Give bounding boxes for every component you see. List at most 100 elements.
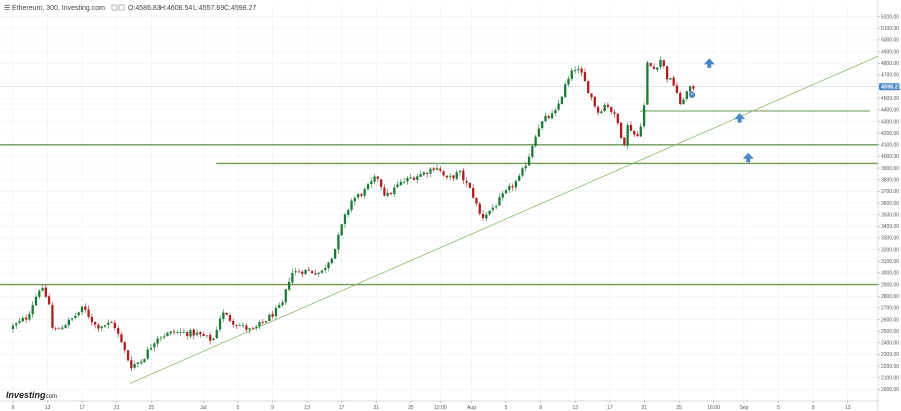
candle-body <box>639 126 642 137</box>
logo-name: Investing <box>6 390 46 400</box>
candle-body <box>518 175 521 181</box>
candle-body <box>74 315 77 319</box>
x-tick-label: 16:00 <box>707 405 720 411</box>
candle-body <box>416 176 419 180</box>
candle-body <box>383 187 386 196</box>
candle-body <box>54 328 57 330</box>
candle-body <box>307 269 310 271</box>
candle-body <box>18 320 21 323</box>
candle-body <box>452 175 455 179</box>
candle-body <box>603 104 606 112</box>
y-tick-label: 2500.00 <box>881 329 899 335</box>
candle-body <box>47 296 51 305</box>
candle-body <box>488 210 491 215</box>
y-tick-label: 3000.00 <box>881 271 899 277</box>
x-tick-label: 13 <box>572 405 578 411</box>
candle-body <box>146 349 149 359</box>
y-tick-label: 3500.00 <box>881 212 899 218</box>
candle-body <box>679 93 682 105</box>
candle-body <box>485 214 488 219</box>
x-tick-label: 25 <box>408 405 414 411</box>
trendline <box>129 55 879 384</box>
candle-body <box>659 59 662 68</box>
candle-body <box>169 331 172 334</box>
candle-body <box>324 268 327 271</box>
candle-body <box>343 214 347 224</box>
candle-body <box>619 122 623 138</box>
candle-body <box>419 174 422 177</box>
candle-body <box>212 338 215 341</box>
candle-body <box>610 107 613 112</box>
y-tick-label: 5100.00 <box>881 26 899 32</box>
y-tick-label: 3100.00 <box>881 259 899 265</box>
candle-body <box>656 67 659 70</box>
y-tick-label: 2600.00 <box>881 317 899 323</box>
legend-box-icon[interactable] <box>118 4 125 11</box>
candle-body <box>360 194 363 196</box>
candle-body <box>67 319 71 326</box>
candle-body <box>685 91 688 99</box>
candle-body <box>524 165 527 169</box>
candle-body <box>429 168 432 174</box>
candle-body <box>107 322 110 325</box>
candle-body <box>396 184 399 187</box>
legend-box-icon[interactable] <box>111 4 118 11</box>
candle-body <box>541 121 544 128</box>
candle-body <box>143 358 146 363</box>
candle-body <box>366 184 370 190</box>
candle-body <box>399 181 403 186</box>
candle-body <box>264 321 268 323</box>
y-tick-label: 2000.00 <box>881 387 899 393</box>
candle-body <box>117 328 120 334</box>
candle-body <box>28 313 31 320</box>
candle-body <box>251 327 255 329</box>
candle-body <box>179 332 182 333</box>
last-price-tag-label: 4598.27 <box>881 85 901 91</box>
candle-body <box>15 323 18 326</box>
y-tick-label: 4200.00 <box>881 131 899 137</box>
y-tick-label: 3600.00 <box>881 201 899 207</box>
y-tick-label: 3700.00 <box>881 189 899 195</box>
candle-body <box>24 317 28 320</box>
hamburger-icon[interactable]: ☰ <box>4 5 10 12</box>
x-tick-label: 17 <box>79 405 85 411</box>
candle-body <box>527 156 531 166</box>
candle-body <box>90 316 94 323</box>
y-tick-label: 2900.00 <box>881 282 899 288</box>
candle-body <box>278 305 281 308</box>
candle-body <box>449 175 452 177</box>
candle-body <box>297 271 301 273</box>
candle-body <box>422 172 426 175</box>
ohlc-close: C:4598.27 <box>224 5 256 12</box>
candle-body <box>642 105 646 127</box>
candle-body <box>389 193 393 194</box>
ohlc-high: H:4606.54 <box>160 5 192 12</box>
candle-body <box>205 335 209 337</box>
y-tick-label: 5000.00 <box>881 38 899 44</box>
candle-body <box>133 363 136 368</box>
candle-body <box>100 326 103 329</box>
candle-body <box>495 206 498 208</box>
candle-body <box>192 329 195 336</box>
investing-logo: Investing .com <box>6 390 57 400</box>
x-tick-label: 17 <box>339 405 345 411</box>
candle-body <box>481 213 485 218</box>
candle-body <box>560 96 564 105</box>
candle-body <box>626 125 629 146</box>
candle-body <box>126 350 130 361</box>
candle-body <box>596 106 600 113</box>
y-tick-label: 4000.00 <box>881 154 899 160</box>
candle-body <box>140 361 143 364</box>
candle-body <box>458 171 462 173</box>
candle-body <box>409 177 412 179</box>
candle-body <box>241 324 245 326</box>
candle-body <box>38 290 41 297</box>
candle-body <box>333 248 337 259</box>
y-tick-label: 3200.00 <box>881 247 899 253</box>
x-tick-label: 13 <box>304 405 310 411</box>
candle-body <box>153 343 156 348</box>
candle-body <box>636 134 639 137</box>
candle-body <box>64 325 67 328</box>
